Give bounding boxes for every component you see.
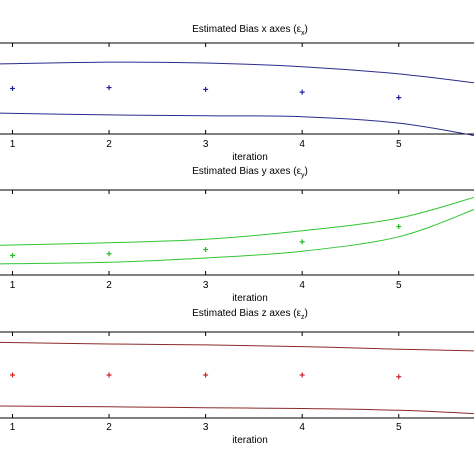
estimate-marker <box>9 372 15 378</box>
x-tick-label: 2 <box>106 280 112 291</box>
estimate-marker <box>299 89 305 95</box>
x-axis-label: iteration <box>232 435 268 446</box>
x-tick-label: 4 <box>299 422 305 433</box>
panel-x-bias: Estimated Bias x axes (εx) 1 2 3 4 5 iteration <box>0 24 474 163</box>
chart-title-subscript: z <box>301 314 305 321</box>
chart-title: Estimated Bias y axes (εy) <box>192 166 308 179</box>
upper-bound-line <box>0 61 474 84</box>
x-tick-label: 5 <box>396 422 402 433</box>
x-tick-label: 3 <box>203 280 209 291</box>
estimate-marker <box>396 224 402 230</box>
chart-title-close: ) <box>305 24 308 35</box>
lower-bound-line <box>0 208 474 265</box>
estimate-marker <box>203 372 209 378</box>
x-tick-label: 1 <box>10 280 16 291</box>
axes-frame <box>0 189 474 276</box>
panel-z-bias: Estimated Bias z axes (εz) 1 2 3 4 5 iteration <box>0 308 474 446</box>
upper-bound-line <box>0 196 474 246</box>
x-tick-label: 4 <box>299 139 305 150</box>
x-tick-label: 2 <box>106 139 112 150</box>
x-tick-label: 2 <box>106 422 112 433</box>
chart-title-close: ) <box>305 166 308 177</box>
estimate-marker <box>396 374 402 380</box>
x-axis-label: iteration <box>232 152 268 163</box>
estimate-marker <box>396 95 402 101</box>
estimate-marker <box>299 372 305 378</box>
estimate-marker <box>299 239 305 245</box>
estimate-marker <box>9 86 15 91</box>
x-tick-label: 5 <box>396 139 402 150</box>
x-axis-label: iteration <box>232 293 268 304</box>
chart-title-close: ) <box>305 308 308 319</box>
panel-y-bias: Estimated Bias y axes (εy) 1 2 3 4 5 iteration <box>0 166 474 304</box>
x-tick-label: 3 <box>203 139 209 150</box>
chart-title-subscript: x <box>301 30 305 37</box>
chart-title-main: Estimated Bias x axes (ε <box>192 24 301 35</box>
axes-frame <box>0 331 474 419</box>
estimate-marker <box>9 252 15 258</box>
chart-title: Estimated Bias z axes (εz) <box>192 308 308 321</box>
x-tick-label: 5 <box>396 280 402 291</box>
chart-title-main: Estimated Bias z axes (ε <box>192 308 301 319</box>
x-tick-label: 4 <box>299 280 305 291</box>
estimate-marker <box>203 86 209 92</box>
estimate-marker <box>106 251 112 257</box>
lower-bound-line <box>0 112 474 136</box>
lower-bound-line <box>0 405 474 415</box>
chart-title: Estimated Bias x axes (εx) <box>192 24 308 37</box>
chart-title-subscript: y <box>301 172 305 179</box>
estimate-marker <box>106 85 112 91</box>
chart-title-main: Estimated Bias y axes (ε <box>192 166 301 177</box>
estimate-marker <box>106 372 112 378</box>
axes-frame <box>0 42 474 135</box>
x-tick-label: 1 <box>10 422 16 433</box>
upper-bound-line <box>0 341 474 352</box>
x-tick-label: 3 <box>203 422 209 433</box>
estimate-marker <box>203 247 209 252</box>
x-tick-label: 1 <box>10 139 16 150</box>
